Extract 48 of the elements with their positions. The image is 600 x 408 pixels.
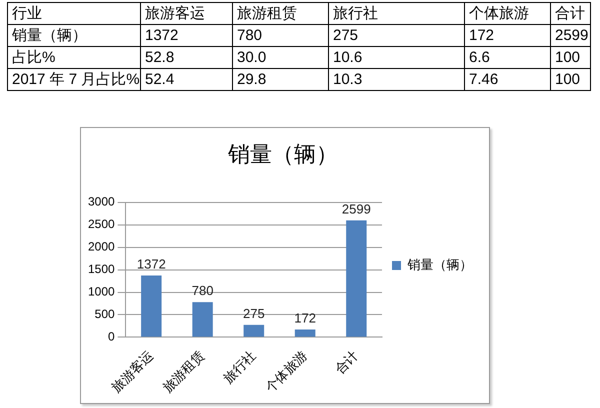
data-label: 100 — [550, 68, 590, 90]
data-label: 52.8 — [140, 46, 232, 68]
x-axis-title: 行业 — [8, 2, 140, 24]
x-tick-label: 旅行社 — [220, 348, 258, 386]
x-tick-label: 合计 — [332, 348, 362, 377]
data-label: 172 — [294, 310, 316, 326]
y-tick-label: 0 — [108, 330, 116, 344]
data-label: 2599 — [342, 201, 371, 216]
data-label: 10.6 — [328, 46, 464, 68]
data-label: 1372 — [140, 24, 232, 46]
y-tick-label: 2017 年 7 月占比% — [8, 68, 140, 90]
data-label: 6.6 — [464, 46, 550, 68]
data-label: 780 — [232, 24, 328, 46]
bar — [294, 329, 316, 337]
data-label: 100 — [550, 46, 590, 68]
data-label: 275 — [242, 306, 265, 321]
x-tick-label: 个体旅游 — [262, 348, 310, 396]
data-label: 172 — [464, 24, 550, 46]
y-tick-label: 2000 — [88, 240, 116, 254]
y-tick-label: 500 — [94, 307, 116, 322]
data-label: 10.3 — [328, 68, 464, 90]
x-tick-label: 个体旅游 — [464, 2, 550, 24]
data-label: 780 — [192, 283, 214, 298]
y-tick-label: 占比% — [8, 46, 140, 68]
data-label: 275 — [328, 24, 464, 46]
x-tick-label: 旅游客运 — [108, 348, 156, 396]
bar — [346, 220, 367, 337]
data-label: 29.8 — [232, 68, 328, 90]
x-tick-label: 旅游租赁 — [232, 2, 328, 24]
bar — [192, 302, 213, 337]
data-label: 7.46 — [464, 68, 550, 90]
data-label: 30.0 — [232, 46, 328, 68]
chart-title: 销量（辆） — [227, 141, 338, 166]
bar — [141, 276, 162, 337]
legend-label: 销量（辆） — [406, 257, 472, 272]
x-tick-label: 旅游客运 — [140, 2, 232, 24]
y-tick-label: 1000 — [88, 284, 116, 299]
y-tick-label: 销量（辆） — [8, 24, 140, 46]
data-label: 2599 — [550, 24, 590, 46]
y-tick-label: 2500 — [88, 217, 116, 232]
y-tick-label: 1500 — [88, 262, 116, 276]
data-label: 1372 — [136, 256, 166, 272]
y-tick-label: 3000 — [88, 194, 116, 209]
x-tick-label: 旅游租赁 — [160, 348, 208, 396]
x-tick-label: 合计 — [550, 2, 590, 24]
bar — [244, 324, 264, 337]
data-label: 52.4 — [140, 68, 232, 90]
x-tick-label: 旅行社 — [328, 2, 464, 24]
